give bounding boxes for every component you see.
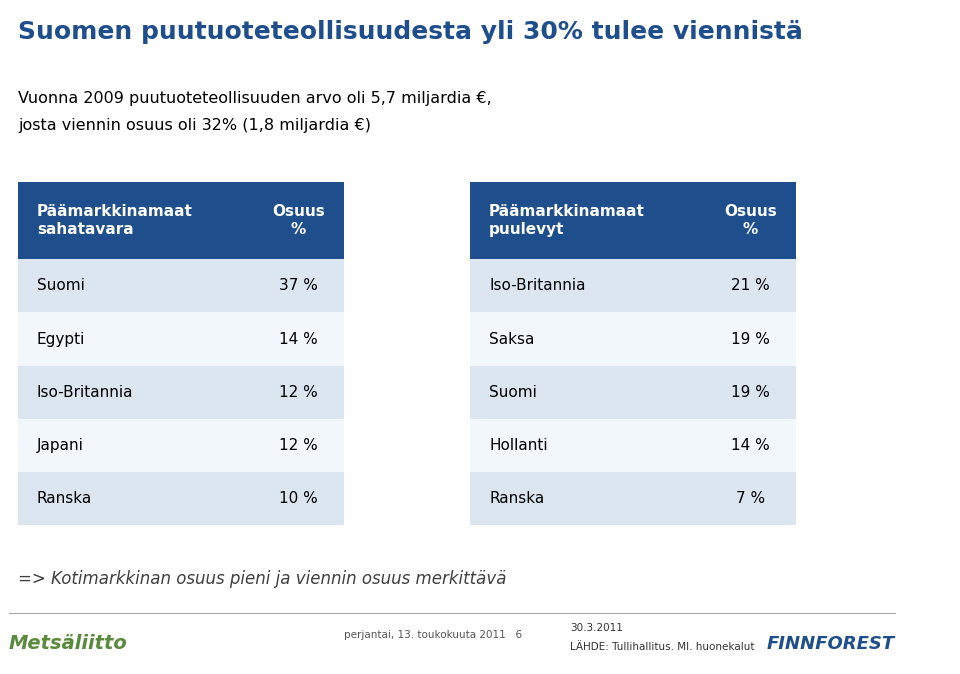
Text: perjantai, 13. toukokuuta 2011   6: perjantai, 13. toukokuuta 2011 6 (344, 630, 521, 640)
FancyBboxPatch shape (253, 419, 344, 472)
FancyBboxPatch shape (470, 366, 706, 419)
Text: Päämarkkinamaat
sahatavara: Päämarkkinamaat sahatavara (36, 204, 193, 237)
Text: Saksa: Saksa (489, 332, 535, 346)
Text: 19 %: 19 % (732, 385, 770, 400)
Text: => Kotimarkkinan osuus pieni ja viennin osuus merkittävä: => Kotimarkkinan osuus pieni ja viennin … (18, 570, 507, 588)
Text: Ranska: Ranska (36, 491, 92, 506)
Text: LÄHDE: Tullihallitus. MI. huonekalut: LÄHDE: Tullihallitus. MI. huonekalut (569, 642, 755, 652)
FancyBboxPatch shape (18, 366, 253, 419)
Text: 14 %: 14 % (732, 438, 770, 453)
FancyBboxPatch shape (706, 472, 796, 526)
FancyBboxPatch shape (470, 182, 706, 259)
Text: 19 %: 19 % (732, 332, 770, 346)
FancyBboxPatch shape (18, 182, 253, 259)
FancyBboxPatch shape (470, 472, 706, 526)
Text: Ranska: Ranska (489, 491, 544, 506)
Text: Päämarkkinamaat
puulevyt: Päämarkkinamaat puulevyt (489, 204, 645, 237)
Text: Iso-Britannia: Iso-Britannia (36, 385, 133, 400)
FancyBboxPatch shape (253, 366, 344, 419)
FancyBboxPatch shape (18, 313, 253, 366)
Text: Metsäliitto: Metsäliitto (9, 634, 128, 653)
Text: Hollanti: Hollanti (489, 438, 547, 453)
Text: 10 %: 10 % (279, 491, 318, 506)
FancyBboxPatch shape (706, 313, 796, 366)
Text: 21 %: 21 % (732, 278, 770, 293)
FancyBboxPatch shape (253, 259, 344, 313)
FancyBboxPatch shape (18, 259, 253, 313)
FancyBboxPatch shape (470, 259, 706, 313)
Text: 37 %: 37 % (279, 278, 318, 293)
FancyBboxPatch shape (706, 259, 796, 313)
Text: Iso-Britannia: Iso-Britannia (489, 278, 586, 293)
Text: 12 %: 12 % (279, 438, 318, 453)
FancyBboxPatch shape (706, 419, 796, 472)
FancyBboxPatch shape (706, 366, 796, 419)
Text: Egypti: Egypti (36, 332, 85, 346)
Text: 14 %: 14 % (279, 332, 318, 346)
FancyBboxPatch shape (253, 182, 344, 259)
FancyBboxPatch shape (470, 419, 706, 472)
Text: 30.3.2011: 30.3.2011 (569, 623, 622, 633)
Text: 12 %: 12 % (279, 385, 318, 400)
Text: FINNFOREST: FINNFOREST (767, 635, 896, 652)
Text: Vuonna 2009 puutuoteteollisuuden arvo oli 5,7 miljardia €,: Vuonna 2009 puutuoteteollisuuden arvo ol… (18, 91, 492, 106)
FancyBboxPatch shape (470, 313, 706, 366)
FancyBboxPatch shape (18, 419, 253, 472)
Text: Suomi: Suomi (36, 278, 84, 293)
Text: Suomi: Suomi (489, 385, 537, 400)
Text: Osuus
%: Osuus % (724, 204, 777, 237)
FancyBboxPatch shape (706, 182, 796, 259)
FancyBboxPatch shape (253, 472, 344, 526)
Text: Osuus
%: Osuus % (272, 204, 324, 237)
Text: josta viennin osuus oli 32% (1,8 miljardia €): josta viennin osuus oli 32% (1,8 miljard… (18, 118, 372, 133)
FancyBboxPatch shape (18, 472, 253, 526)
Text: Japani: Japani (36, 438, 84, 453)
FancyBboxPatch shape (253, 313, 344, 366)
Text: 7 %: 7 % (736, 491, 765, 506)
Text: Suomen puutuoteteollisuudesta yli 30% tulee viennistä: Suomen puutuoteteollisuudesta yli 30% tu… (18, 20, 803, 44)
